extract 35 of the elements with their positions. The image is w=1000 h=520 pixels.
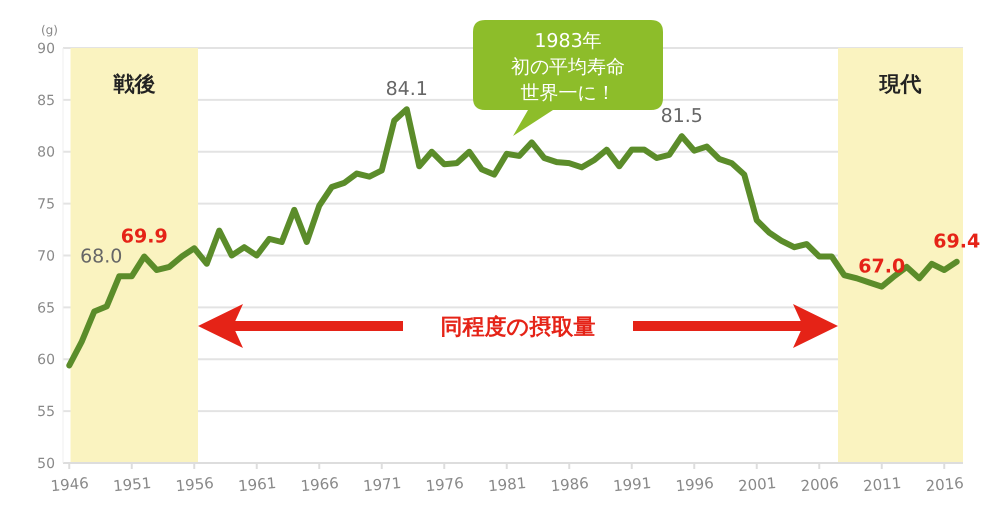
y-tick-label: 90 bbox=[37, 40, 55, 57]
annotation: 1983年初の平均寿命世界一に！ bbox=[511, 30, 625, 104]
x-tick-label: 1956 bbox=[174, 474, 215, 496]
y-tick-label: 80 bbox=[37, 144, 55, 161]
annotation: 84.1 bbox=[386, 78, 428, 100]
x-tick-label: 1981 bbox=[487, 474, 528, 496]
x-tick-label: 2001 bbox=[737, 474, 778, 496]
y-tick-label: 70 bbox=[37, 248, 55, 264]
y-tick-label: 60 bbox=[37, 352, 55, 368]
y-tick-label: 55 bbox=[37, 404, 55, 420]
x-tick-label: 1986 bbox=[550, 474, 590, 496]
band-label: 現代 bbox=[878, 72, 922, 96]
y-tick-label: 50 bbox=[37, 456, 55, 472]
x-tick-label: 1951 bbox=[112, 474, 152, 496]
y-tick-label: 75 bbox=[37, 196, 55, 213]
x-tick-label: 1961 bbox=[237, 474, 278, 496]
x-tick-label: 2011 bbox=[862, 474, 902, 496]
annotation: 68.0 bbox=[80, 245, 122, 268]
y-tick-label: 65 bbox=[37, 300, 55, 316]
x-tick-label: 1946 bbox=[50, 474, 90, 496]
y-axis-title: (g) bbox=[41, 23, 58, 37]
x-tick-label: 1991 bbox=[612, 474, 652, 496]
annotation: 69.4 bbox=[933, 230, 980, 253]
x-tick-label: 1976 bbox=[424, 474, 465, 496]
x-tick-label: 1971 bbox=[362, 474, 402, 496]
annotation: 81.5 bbox=[660, 105, 703, 128]
x-tick-label: 1996 bbox=[674, 474, 715, 496]
annotation: 67.0 bbox=[858, 256, 906, 278]
band-label: 戦後 bbox=[112, 72, 156, 96]
annotation: 同程度の摂取量 bbox=[440, 314, 596, 340]
y-tick-label: 85 bbox=[37, 92, 55, 109]
x-tick-label: 2006 bbox=[800, 474, 840, 496]
annotation: 69.9 bbox=[120, 226, 168, 248]
x-tick-label: 2016 bbox=[924, 474, 965, 496]
x-tick-label: 1966 bbox=[300, 474, 340, 496]
